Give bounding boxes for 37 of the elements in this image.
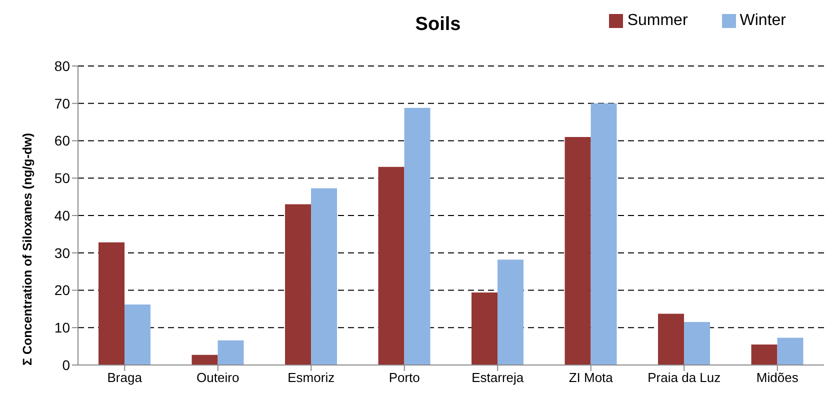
x-tick-label: Braga [107, 370, 143, 386]
bar [564, 137, 591, 365]
bar [777, 338, 804, 365]
y-axis-title: Σ Concentration of Siloxanes (ng/g-dw) [20, 132, 34, 366]
bar [192, 354, 218, 365]
bar [472, 292, 498, 365]
bar [311, 188, 338, 365]
y-tick-label: 40 [54, 207, 70, 224]
x-tick-label: Praia da Luz [648, 370, 721, 386]
y-tick-label: 50 [54, 170, 70, 186]
bar [658, 314, 684, 365]
y-tick-label: 30 [54, 244, 70, 261]
bar [218, 340, 244, 365]
bar [98, 242, 125, 365]
x-tick-label: ZI Mota [568, 370, 614, 386]
bar [498, 260, 524, 365]
legend-label: Winter [740, 12, 786, 29]
bar [684, 322, 710, 365]
chart-title: Soils [415, 14, 461, 35]
bar [285, 204, 312, 365]
x-tick-label: Estarreja [472, 370, 524, 386]
x-tick-label: Esmoriz [288, 370, 335, 386]
bar [751, 344, 778, 365]
bar [404, 108, 430, 365]
x-tick-label: Outeiro [196, 370, 240, 386]
legend-label: Summer [627, 12, 688, 29]
bar [378, 166, 404, 365]
y-tick-label: 80 [54, 58, 70, 74]
x-tick-label: Midões [756, 370, 799, 386]
bar [124, 304, 151, 365]
y-tick-label: 0 [62, 356, 70, 373]
x-tick-label: Porto [388, 370, 420, 386]
bar [590, 103, 617, 365]
y-tick-label: 20 [54, 282, 70, 298]
y-tick-label: 60 [54, 132, 70, 149]
y-tick-label: 70 [54, 95, 70, 112]
y-tick-label: 10 [54, 320, 70, 336]
